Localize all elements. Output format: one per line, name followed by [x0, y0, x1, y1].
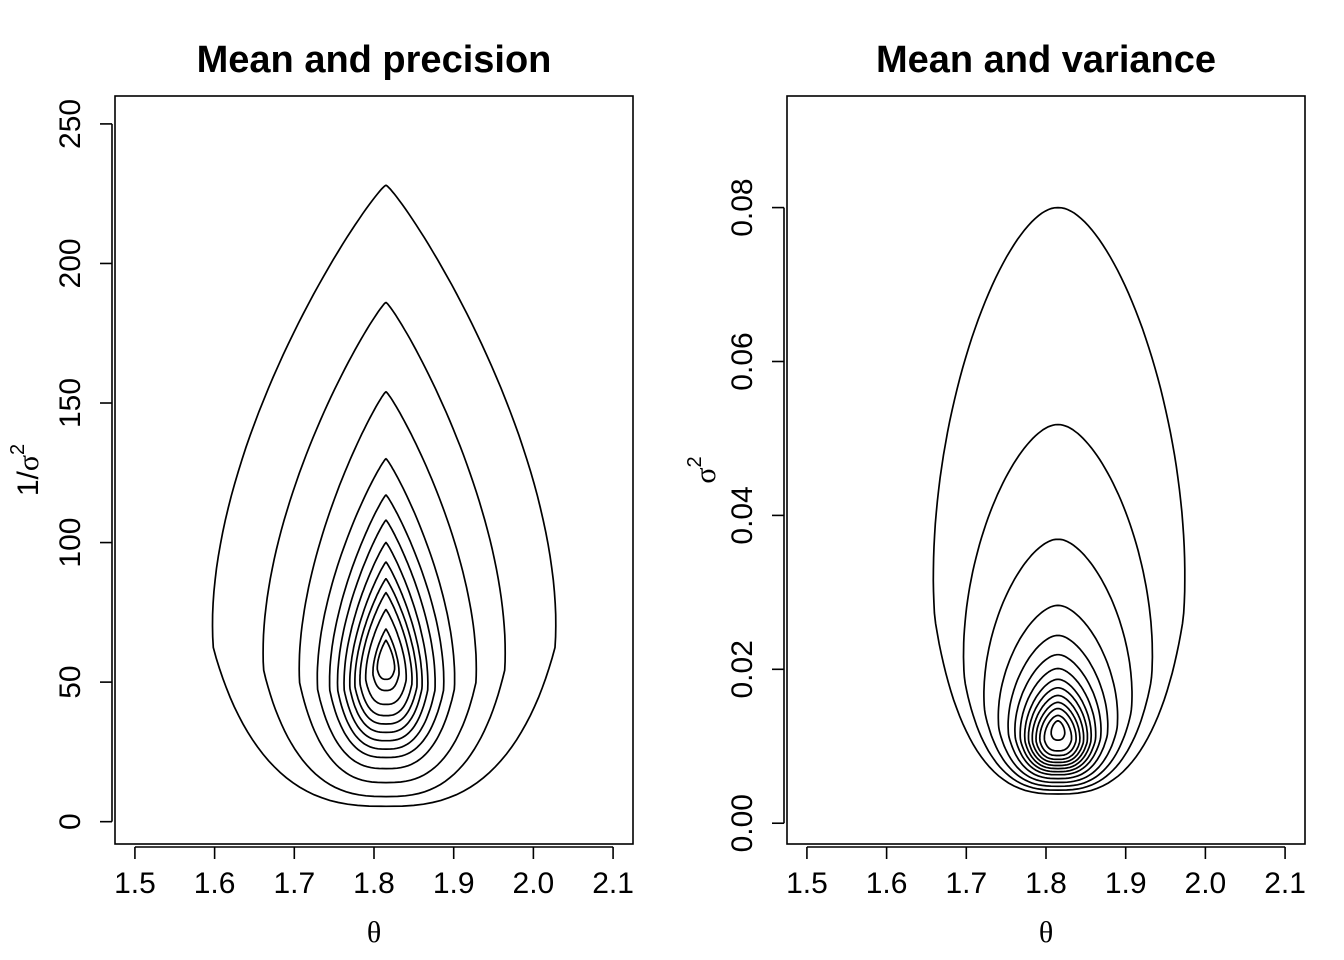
y-axis-label-superscript: 2: [684, 456, 706, 467]
x-tick-label: 1.5: [786, 867, 828, 900]
contour-line-8: [348, 561, 423, 734]
y-axis-label-symbol: σ: [689, 467, 722, 483]
y-tick-label: 200: [54, 238, 87, 288]
x-tick-label: 2.0: [513, 867, 555, 900]
contour-line-13: [376, 639, 396, 681]
y-axis-label-symbol: σ: [12, 455, 45, 471]
y-tick-label: 0.08: [726, 178, 759, 236]
contour-line-3: [298, 391, 478, 784]
contour-line-5: [1007, 634, 1109, 780]
x-tick-label: 1.9: [1105, 867, 1147, 900]
y-tick-label: 0.04: [726, 486, 759, 544]
y-axis-label: σ2: [684, 456, 722, 483]
contour-line-12: [372, 628, 400, 692]
plot-frame: [114, 95, 634, 845]
y-tick-label: 150: [54, 378, 87, 428]
x-tick-label: 1.6: [194, 867, 236, 900]
y-tick-label: 0.06: [726, 332, 759, 390]
x-tick-label: 1.8: [353, 867, 395, 900]
x-tick-label: 1.6: [866, 867, 908, 900]
x-tick-label: 1.7: [273, 867, 315, 900]
y-axis-label-prefix: 1/: [12, 470, 45, 496]
contour-line-12: [1038, 707, 1077, 757]
x-tick-label: 2.0: [1185, 867, 1227, 900]
contour-line-5: [328, 494, 445, 759]
contour-line-1: [211, 184, 557, 808]
y-axis-label: 1/σ2: [7, 444, 45, 496]
y-axis-label-superscript: 2: [7, 444, 29, 455]
x-tick-label: 2.1: [1264, 867, 1306, 900]
contour-line-9: [1027, 686, 1089, 767]
y-tick-label: 0: [54, 813, 87, 830]
contour-line-11: [364, 608, 408, 706]
x-tick-label: 1.8: [1025, 867, 1067, 900]
contour-line-7: [343, 541, 429, 742]
y-tick-label: 250: [54, 99, 87, 149]
contour-line-2: [962, 423, 1154, 791]
contour-line-13: [1043, 714, 1073, 752]
contour-line-10: [1031, 694, 1085, 764]
x-axis-label: θ: [367, 916, 381, 949]
chart-title: Mean and precision: [197, 39, 552, 81]
y-tick-label: 0.02: [726, 640, 759, 698]
x-axis-label: θ: [1039, 916, 1053, 949]
y-tick-label: 100: [54, 518, 87, 568]
contour-line-2: [262, 301, 507, 798]
panel-mean-variance: Mean and variance 1.5 1.6 1.7 1.8 1.9 2.0 2.1 θ 0…: [684, 39, 1306, 949]
x-tick-label: 1.5: [114, 867, 156, 900]
contour-line-10: [359, 591, 413, 717]
contour-line-7: [1019, 667, 1097, 773]
x-tick-label: 1.7: [945, 867, 987, 900]
contour-line-9: [354, 578, 418, 725]
plot-frame: [786, 95, 1306, 845]
contour-line-6: [336, 519, 436, 750]
x-tick-label: 1.9: [433, 867, 475, 900]
contour-line-14: [1050, 720, 1066, 741]
y-tick-label: 50: [54, 665, 87, 698]
chart-title: Mean and variance: [876, 39, 1216, 81]
contour-line-1: [932, 206, 1186, 795]
contour-line-4: [316, 457, 456, 770]
contour-line-3: [983, 538, 1133, 788]
contour-line-8: [1023, 678, 1093, 770]
x-tick-label: 2.1: [592, 867, 634, 900]
contour-line-4: [997, 604, 1119, 784]
y-tick-label: 0.00: [726, 794, 759, 852]
contour-line-6: [1014, 653, 1102, 776]
contour-line-11: [1035, 701, 1081, 761]
panel-mean-precision: Mean and precision 1.5 1.6 1.7 1.8 1.9 2.0 2.1 θ…: [7, 39, 634, 949]
